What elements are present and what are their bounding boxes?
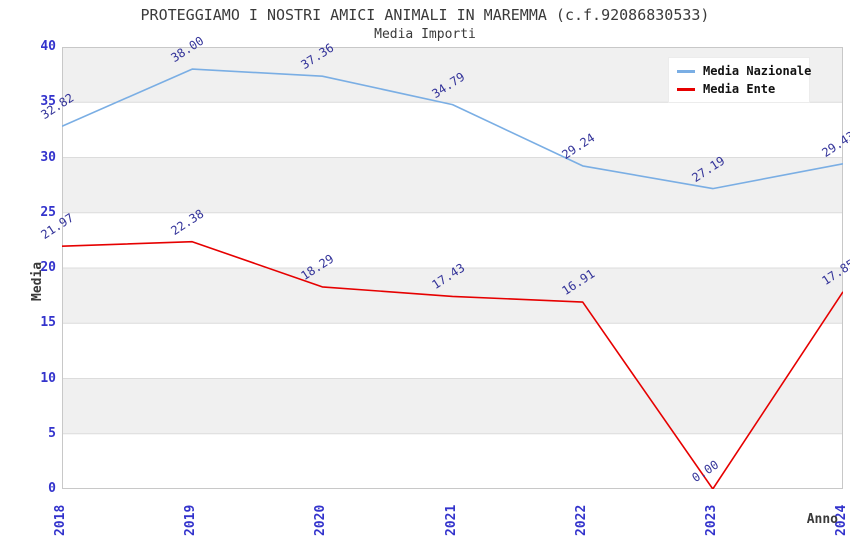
legend-item-label: Media Ente: [703, 82, 776, 96]
x-tick-label: 2019: [183, 504, 199, 536]
y-tick-label: 25: [40, 204, 56, 220]
legend-item: Media Ente: [677, 82, 801, 96]
series-line-media-nazionale: [61, 68, 844, 190]
grid-band: [62, 157, 843, 213]
plot-area: [61, 46, 844, 490]
chart-title: PROTEGGIAMO I NOSTRI AMICI ANIMALI IN MA…: [140, 6, 710, 24]
y-tick-label: 0: [48, 481, 56, 496]
x-tick-label: 2021: [443, 504, 459, 536]
y-tick-label: 35: [40, 94, 56, 110]
legend: Media Nazionale Media Ente: [668, 57, 811, 103]
y-tick-label: 10: [40, 370, 56, 386]
legend-item: Media Nazionale: [677, 64, 811, 78]
y-tick-label: 20: [40, 260, 56, 275]
x-tick-label: 2023: [703, 504, 719, 536]
grid-band: [62, 378, 843, 434]
chart-subtitle: Media Importi: [374, 27, 476, 42]
y-tick-label: 15: [40, 315, 56, 331]
x-tick-label: 2018: [53, 504, 68, 536]
y-tick-label: 5: [48, 425, 56, 441]
x-tick-label: 2022: [573, 504, 589, 536]
legend-line-swatch: [677, 69, 695, 73]
legend-item-label: Media Nazionale: [703, 64, 812, 78]
legend-line-swatch: [677, 87, 695, 91]
x-axis-label: Anno: [806, 512, 838, 527]
y-tick-label: 40: [40, 39, 56, 54]
plot-border: [62, 47, 843, 489]
x-tick-label: 2020: [313, 504, 329, 536]
y-tick-label: 30: [40, 149, 56, 165]
